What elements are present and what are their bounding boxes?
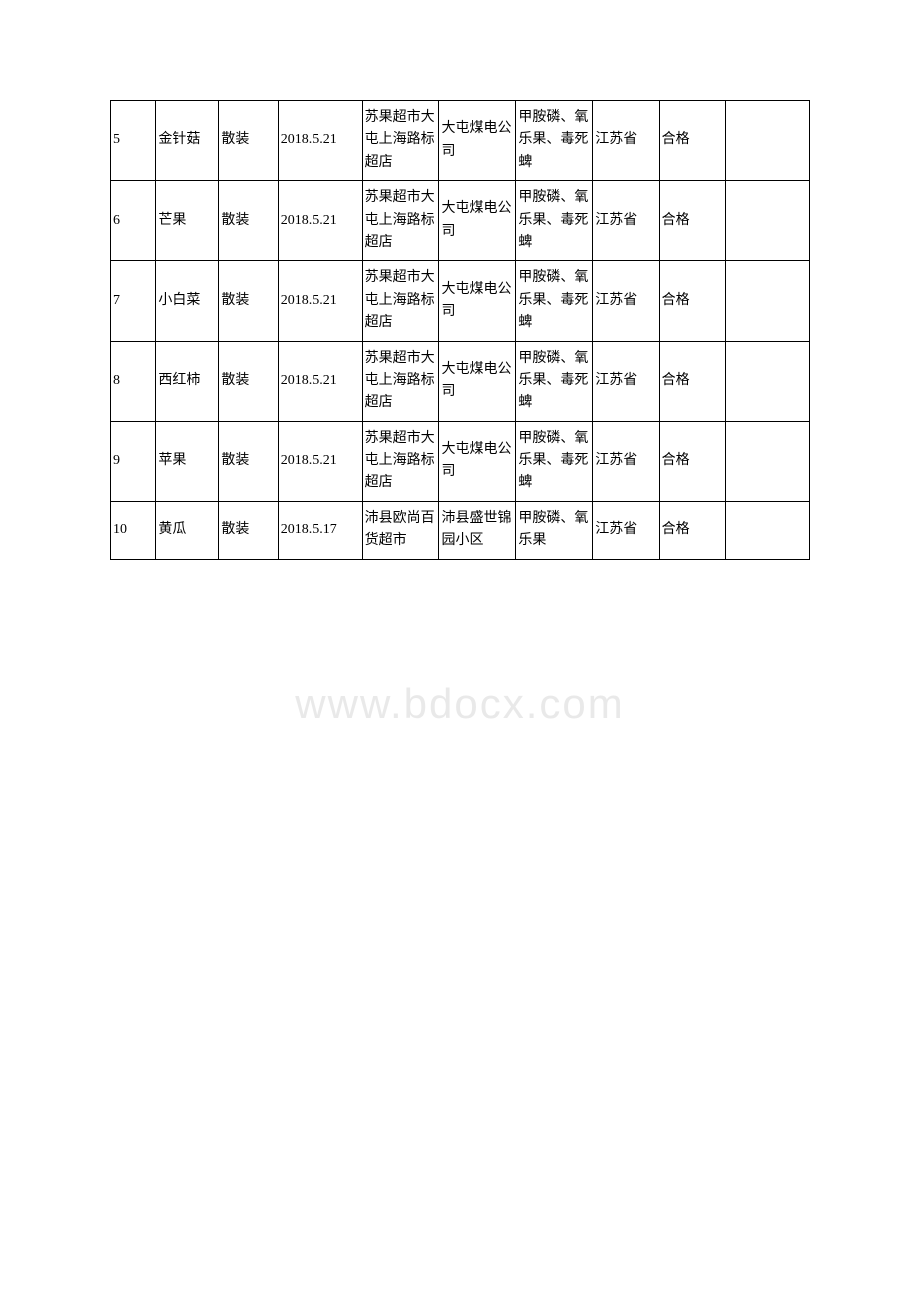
cell-spec: 散装: [219, 421, 278, 501]
cell-name: 西红柿: [156, 341, 219, 421]
cell-result: 合格: [659, 501, 725, 559]
cell-vendor: 苏果超市大屯上海路标超店: [362, 341, 439, 421]
cell-vendor: 沛县欧尚百货超市: [362, 501, 439, 559]
cell-result: 合格: [659, 261, 725, 341]
cell-result: 合格: [659, 101, 725, 181]
table-body: 5 金针菇 散装 2018.5.21 苏果超市大屯上海路标超店 大屯煤电公司 甲…: [111, 101, 810, 560]
cell-province: 江苏省: [593, 181, 659, 261]
cell-spec: 散装: [219, 341, 278, 421]
cell-address: 大屯煤电公司: [439, 181, 516, 261]
cell-date: 2018.5.17: [278, 501, 362, 559]
cell-province: 江苏省: [593, 261, 659, 341]
cell-seq: 10: [111, 501, 156, 559]
cell-note: [726, 421, 810, 501]
cell-province: 江苏省: [593, 421, 659, 501]
table-row: 8 西红柿 散装 2018.5.21 苏果超市大屯上海路标超店 大屯煤电公司 甲…: [111, 341, 810, 421]
cell-province: 江苏省: [593, 101, 659, 181]
cell-seq: 5: [111, 101, 156, 181]
cell-seq: 9: [111, 421, 156, 501]
cell-spec: 散装: [219, 261, 278, 341]
cell-seq: 6: [111, 181, 156, 261]
cell-spec: 散装: [219, 501, 278, 559]
cell-items: 甲胺磷、氧乐果、毒死蜱: [516, 261, 593, 341]
cell-note: [726, 501, 810, 559]
cell-province: 江苏省: [593, 341, 659, 421]
cell-province: 江苏省: [593, 501, 659, 559]
table-row: 5 金针菇 散装 2018.5.21 苏果超市大屯上海路标超店 大屯煤电公司 甲…: [111, 101, 810, 181]
cell-items: 甲胺磷、氧乐果: [516, 501, 593, 559]
inspection-table: 5 金针菇 散装 2018.5.21 苏果超市大屯上海路标超店 大屯煤电公司 甲…: [110, 100, 810, 560]
cell-items: 甲胺磷、氧乐果、毒死蜱: [516, 101, 593, 181]
cell-date: 2018.5.21: [278, 261, 362, 341]
cell-name: 芒果: [156, 181, 219, 261]
cell-date: 2018.5.21: [278, 101, 362, 181]
cell-date: 2018.5.21: [278, 181, 362, 261]
cell-seq: 8: [111, 341, 156, 421]
cell-address: 大屯煤电公司: [439, 261, 516, 341]
cell-spec: 散装: [219, 101, 278, 181]
cell-result: 合格: [659, 341, 725, 421]
cell-items: 甲胺磷、氧乐果、毒死蜱: [516, 181, 593, 261]
table-row: 6 芒果 散装 2018.5.21 苏果超市大屯上海路标超店 大屯煤电公司 甲胺…: [111, 181, 810, 261]
cell-address: 大屯煤电公司: [439, 101, 516, 181]
cell-note: [726, 181, 810, 261]
cell-vendor: 苏果超市大屯上海路标超店: [362, 181, 439, 261]
cell-note: [726, 101, 810, 181]
cell-name: 黄瓜: [156, 501, 219, 559]
cell-note: [726, 341, 810, 421]
table-row: 10 黄瓜 散装 2018.5.17 沛县欧尚百货超市 沛县盛世锦园小区 甲胺磷…: [111, 501, 810, 559]
cell-name: 金针菇: [156, 101, 219, 181]
cell-date: 2018.5.21: [278, 421, 362, 501]
cell-note: [726, 261, 810, 341]
watermark-text: www.bdocx.com: [295, 680, 624, 728]
cell-items: 甲胺磷、氧乐果、毒死蜱: [516, 421, 593, 501]
table-row: 9 苹果 散装 2018.5.21 苏果超市大屯上海路标超店 大屯煤电公司 甲胺…: [111, 421, 810, 501]
cell-items: 甲胺磷、氧乐果、毒死蜱: [516, 341, 593, 421]
cell-address: 沛县盛世锦园小区: [439, 501, 516, 559]
cell-date: 2018.5.21: [278, 341, 362, 421]
cell-result: 合格: [659, 421, 725, 501]
cell-name: 苹果: [156, 421, 219, 501]
cell-address: 大屯煤电公司: [439, 341, 516, 421]
cell-vendor: 苏果超市大屯上海路标超店: [362, 261, 439, 341]
cell-address: 大屯煤电公司: [439, 421, 516, 501]
cell-spec: 散装: [219, 181, 278, 261]
cell-seq: 7: [111, 261, 156, 341]
cell-name: 小白菜: [156, 261, 219, 341]
cell-vendor: 苏果超市大屯上海路标超店: [362, 101, 439, 181]
cell-result: 合格: [659, 181, 725, 261]
cell-vendor: 苏果超市大屯上海路标超店: [362, 421, 439, 501]
table-row: 7 小白菜 散装 2018.5.21 苏果超市大屯上海路标超店 大屯煤电公司 甲…: [111, 261, 810, 341]
